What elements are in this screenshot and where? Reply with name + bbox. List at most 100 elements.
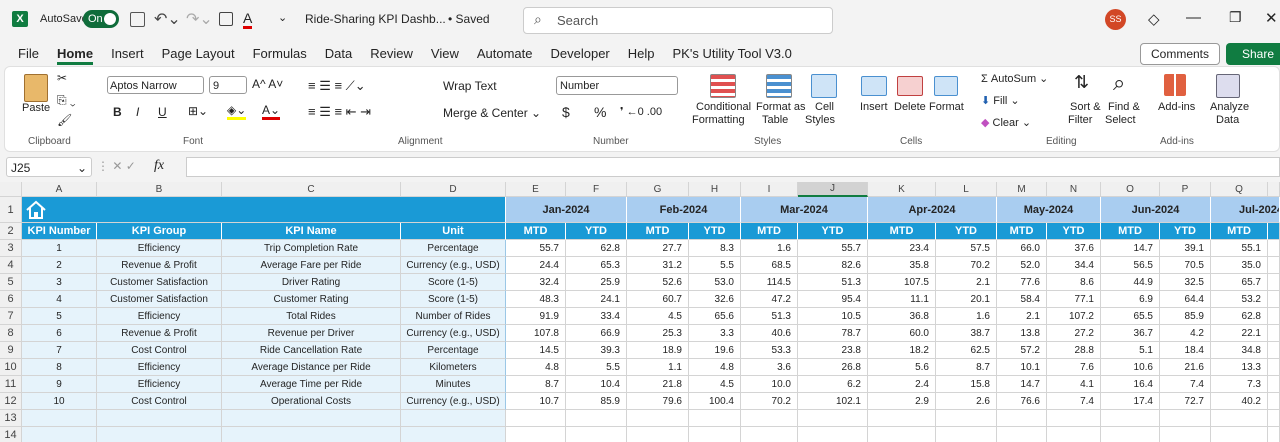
kpi-cell[interactable]: Driver Rating <box>222 274 401 291</box>
number-format-box[interactable]: Number <box>556 76 678 95</box>
column-header[interactable]: F <box>566 182 627 197</box>
delete-label[interactable]: Delete <box>894 101 926 113</box>
column-title[interactable]: KPI Name <box>222 223 401 240</box>
period-header[interactable]: MTD <box>1101 223 1160 240</box>
value-cell[interactable]: 16.4 <box>1101 376 1160 393</box>
column-header[interactable]: H <box>689 182 741 197</box>
formula-input[interactable] <box>186 157 1280 177</box>
value-cell[interactable]: 19.6 <box>689 342 741 359</box>
period-header[interactable]: YTD <box>689 223 741 240</box>
value-cell[interactable]: 8.3 <box>689 240 741 257</box>
value-cell[interactable]: 2.1 <box>997 308 1047 325</box>
row-header[interactable]: 4 <box>0 257 22 274</box>
row-header[interactable]: 11 <box>0 376 22 393</box>
value-cell[interactable]: 6.9 <box>1101 291 1160 308</box>
value-cell[interactable]: 17.4 <box>1101 393 1160 410</box>
value-cell[interactable]: 4.8 <box>506 359 566 376</box>
empty-cell[interactable] <box>222 410 401 427</box>
cond-format-2[interactable]: Formatting <box>692 114 745 126</box>
kpi-cell[interactable]: Minutes <box>401 376 506 393</box>
menu-item[interactable]: View <box>430 46 459 61</box>
kpi-cell[interactable]: Revenue & Profit <box>97 325 222 342</box>
value-cell[interactable]: 57.5 <box>936 240 997 257</box>
empty-cell[interactable] <box>997 410 1047 427</box>
kpi-cell[interactable]: Average Distance per Ride <box>222 359 401 376</box>
sort-2[interactable]: Filter <box>1068 114 1093 126</box>
merge-center[interactable]: Merge & Center ⌄ <box>443 106 542 120</box>
value-cell[interactable]: 107.8 <box>506 325 566 342</box>
empty-cell[interactable] <box>1268 240 1280 257</box>
bold-btn[interactable]: B <box>113 105 122 119</box>
value-cell[interactable]: 62.5 <box>936 342 997 359</box>
value-cell[interactable]: 10.5 <box>798 308 868 325</box>
empty-cell[interactable] <box>1101 410 1160 427</box>
value-cell[interactable]: 85.9 <box>566 393 627 410</box>
column-header[interactable]: Q <box>1211 182 1268 197</box>
value-cell[interactable]: 53.0 <box>689 274 741 291</box>
kpi-cell[interactable]: Kilometers <box>401 359 506 376</box>
value-cell[interactable]: 70.2 <box>936 257 997 274</box>
value-cell[interactable]: 4.2 <box>1160 325 1211 342</box>
kpi-cell[interactable]: Ride Cancellation Rate <box>222 342 401 359</box>
column-header[interactable]: B <box>97 182 222 197</box>
value-cell[interactable]: 1.1 <box>627 359 689 376</box>
month-header[interactable]: Mar-2024 <box>741 197 868 223</box>
restore-btn[interactable]: ❐ <box>1229 9 1242 25</box>
period-header[interactable]: MTD <box>627 223 689 240</box>
menu-item[interactable]: Home <box>56 46 94 65</box>
kpi-cell[interactable]: Score (1-5) <box>401 291 506 308</box>
cond-format-1[interactable]: Conditional <box>696 101 752 113</box>
value-cell[interactable]: 4.1 <box>1047 376 1101 393</box>
find-icon[interactable]: ⌕ <box>1113 70 1126 95</box>
kpi-cell[interactable]: 7 <box>22 342 97 359</box>
empty-cell[interactable] <box>22 427 97 442</box>
value-cell[interactable]: 10.4 <box>566 376 627 393</box>
empty-cell[interactable] <box>1101 427 1160 442</box>
value-cell[interactable]: 35.0 <box>1211 257 1268 274</box>
kpi-cell[interactable]: Revenue per Driver <box>222 325 401 342</box>
empty-cell[interactable] <box>1160 427 1211 442</box>
column-title[interactable]: KPI Group <box>97 223 222 240</box>
row-header[interactable]: 5 <box>0 274 22 291</box>
kpi-cell[interactable]: Customer Satisfaction <box>97 291 222 308</box>
menu-item[interactable]: Automate <box>476 46 533 61</box>
empty-cell[interactable] <box>1268 410 1280 427</box>
underline-btn[interactable]: U <box>158 105 167 119</box>
empty-cell[interactable] <box>1160 410 1211 427</box>
value-cell[interactable]: 57.2 <box>997 342 1047 359</box>
value-cell[interactable]: 68.5 <box>741 257 798 274</box>
empty-cell[interactable] <box>627 427 689 442</box>
font-size-box[interactable]: 9 <box>209 76 247 94</box>
value-cell[interactable]: 11.1 <box>868 291 936 308</box>
empty-cell[interactable] <box>1211 410 1268 427</box>
value-cell[interactable]: 47.2 <box>741 291 798 308</box>
value-cell[interactable]: 6.2 <box>798 376 868 393</box>
kpi-cell[interactable]: Currency (e.g., USD) <box>401 393 506 410</box>
value-cell[interactable]: 82.6 <box>798 257 868 274</box>
row-header[interactable]: 1 <box>0 197 22 223</box>
value-cell[interactable]: 55.1 <box>1211 240 1268 257</box>
value-cell[interactable]: 55.7 <box>506 240 566 257</box>
cell-styles-2[interactable]: Styles <box>805 114 835 126</box>
fill[interactable]: ⬇ Fill ⌄ <box>981 95 1020 107</box>
value-cell[interactable]: 32.5 <box>1160 274 1211 291</box>
column-header[interactable]: G <box>627 182 689 197</box>
kpi-cell[interactable]: Number of Rides <box>401 308 506 325</box>
column-header[interactable]: L <box>936 182 997 197</box>
value-cell[interactable]: 107.5 <box>868 274 936 291</box>
column-header[interactable]: M <box>997 182 1047 197</box>
row-header[interactable]: 6 <box>0 291 22 308</box>
decimal-btns[interactable]: ❜ ←0 .00 <box>620 106 663 118</box>
value-cell[interactable]: 26.8 <box>798 359 868 376</box>
kpi-cell[interactable]: Customer Rating <box>222 291 401 308</box>
kpi-cell[interactable]: Average Fare per Ride <box>222 257 401 274</box>
value-cell[interactable]: 18.2 <box>868 342 936 359</box>
value-cell[interactable]: 65.7 <box>1211 274 1268 291</box>
empty-cell[interactable] <box>1268 291 1280 308</box>
cell-styles-icon[interactable] <box>811 74 837 98</box>
empty-cell[interactable] <box>97 427 222 442</box>
find-2[interactable]: Select <box>1105 114 1136 126</box>
row-header[interactable]: 2 <box>0 223 22 240</box>
value-cell[interactable]: 66.9 <box>566 325 627 342</box>
value-cell[interactable]: 114.5 <box>741 274 798 291</box>
